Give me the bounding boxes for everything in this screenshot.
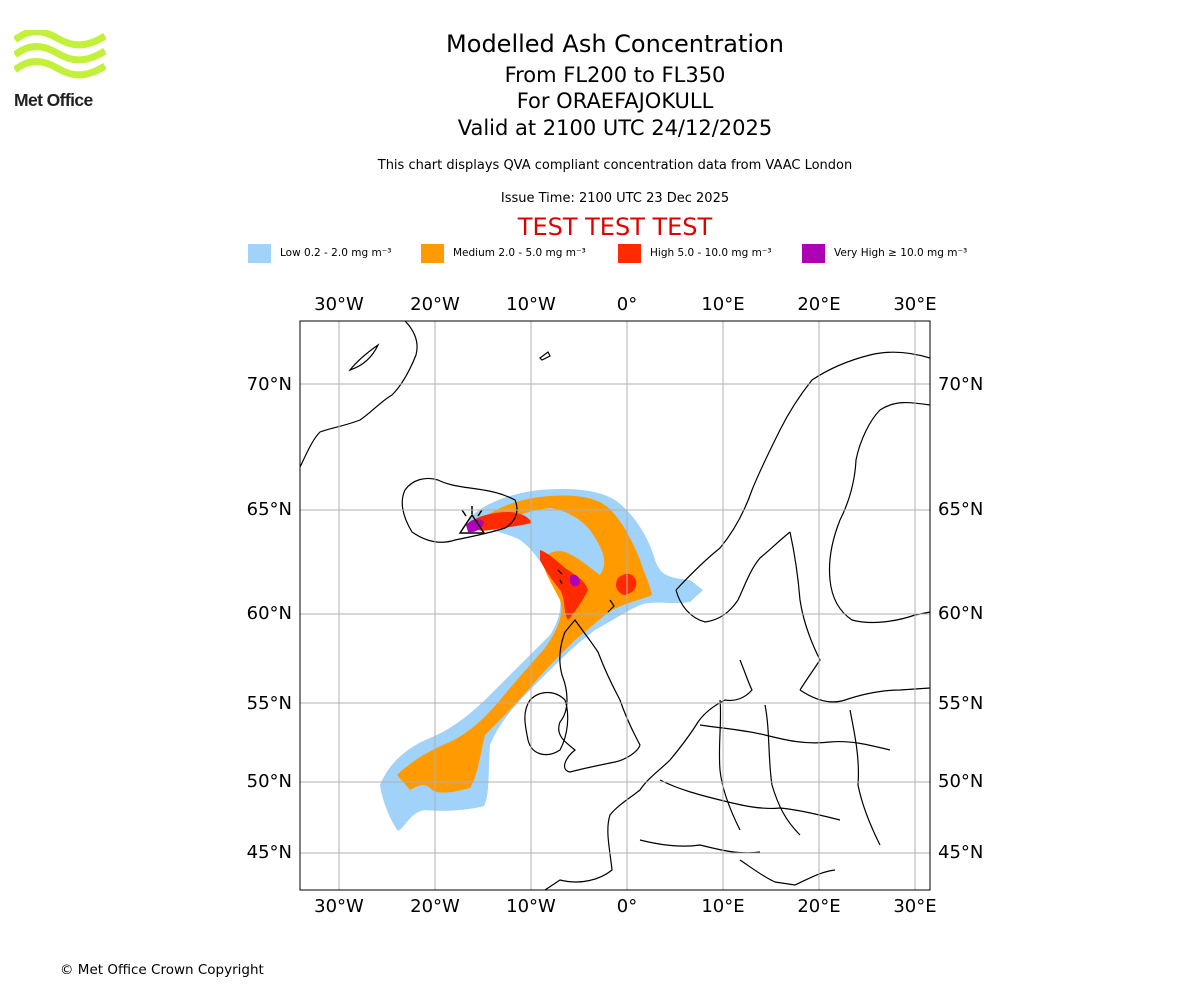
coastlines xyxy=(300,321,930,890)
concentration-legend: Low 0.2 - 2.0 mg m⁻³ Medium 2.0 - 5.0 mg… xyxy=(0,243,1200,265)
lon-tick-bottom: 20°W xyxy=(410,896,460,917)
lat-tick-left: 70°N xyxy=(247,374,292,395)
met-office-wordmark: Met Office xyxy=(14,90,93,110)
ash-high-area xyxy=(470,512,637,620)
lat-tick-left: 60°N xyxy=(247,603,292,624)
lat-tick-left: 50°N xyxy=(247,771,292,792)
legend-item-very-high: Very High ≥ 10.0 mg m⁻³ xyxy=(802,243,967,263)
legend-item-medium: Medium 2.0 - 5.0 mg m⁻³ xyxy=(421,243,586,263)
lat-tick-left: 65°N xyxy=(247,499,292,520)
legend-label-high: High 5.0 - 10.0 mg m⁻³ xyxy=(650,247,772,259)
lon-labels-top: 30°W 20°W 10°W 0° 10°E 20°E 30°E xyxy=(314,294,936,315)
map-frame xyxy=(299,320,931,891)
ash-medium-area xyxy=(397,495,652,793)
ash-very-high-area xyxy=(466,519,580,587)
chart-description: This chart displays QVA compliant concen… xyxy=(377,158,853,173)
legend-label-very-high: Very High ≥ 10.0 mg m⁻³ xyxy=(834,247,968,259)
chart-title: Modelled Ash Concentration xyxy=(446,30,784,58)
flight-level-range: From FL200 to FL350 xyxy=(504,63,726,87)
legend-label-low: Low 0.2 - 2.0 mg m⁻³ xyxy=(280,247,392,259)
valid-time: Valid at 2100 UTC 24/12/2025 xyxy=(457,116,773,140)
lat-tick-right: 70°N xyxy=(938,374,983,395)
copyright-notice: © Met Office Crown Copyright xyxy=(60,962,264,978)
volcano-icon xyxy=(458,506,486,534)
lat-labels-left: 70°N 65°N 60°N 55°N 50°N 45°N xyxy=(247,374,292,863)
met-office-logo: Met Office xyxy=(12,28,114,112)
lat-tick-right: 50°N xyxy=(938,771,983,792)
graticule xyxy=(300,321,930,890)
lon-tick-bottom: 20°E xyxy=(797,896,840,917)
lon-tick-top: 30°W xyxy=(314,294,364,315)
low-swatch xyxy=(248,243,271,263)
lon-tick-top: 20°E xyxy=(797,294,840,315)
high-swatch xyxy=(618,243,641,263)
volcano-name: For ORAEFAJOKULL xyxy=(516,89,714,113)
medium-swatch xyxy=(421,243,444,263)
lon-tick-top: 0° xyxy=(617,294,637,315)
lat-tick-right: 65°N xyxy=(938,499,983,520)
lon-tick-top: 30°E xyxy=(893,294,936,315)
lon-tick-top: 10°E xyxy=(701,294,744,315)
lon-labels-bottom: 30°W 20°W 10°W 0° 10°E 20°E 30°E xyxy=(314,896,936,917)
legend-item-low: Low 0.2 - 2.0 mg m⁻³ xyxy=(248,243,391,263)
lat-tick-left: 55°N xyxy=(247,693,292,714)
lon-tick-top: 10°W xyxy=(506,294,556,315)
lon-tick-bottom: 10°E xyxy=(701,896,744,917)
legend-label-medium: Medium 2.0 - 5.0 mg m⁻³ xyxy=(453,247,586,259)
lon-tick-bottom: 10°W xyxy=(506,896,556,917)
lat-tick-right: 60°N xyxy=(938,603,983,624)
lon-tick-bottom: 0° xyxy=(617,896,637,917)
met-office-waves-icon xyxy=(12,28,107,79)
test-banner: TEST TEST TEST xyxy=(517,213,713,241)
lon-tick-bottom: 30°W xyxy=(314,896,364,917)
very-high-swatch xyxy=(802,243,825,263)
issue-time: Issue Time: 2100 UTC 23 Dec 2025 xyxy=(500,191,730,206)
lat-tick-left: 45°N xyxy=(247,842,292,863)
lat-tick-right: 55°N xyxy=(938,693,983,714)
lat-labels-right: 70°N 65°N 60°N 55°N 50°N 45°N xyxy=(938,374,983,863)
lon-tick-top: 20°W xyxy=(410,294,460,315)
lon-tick-bottom: 30°E xyxy=(893,896,936,917)
legend-item-high: High 5.0 - 10.0 mg m⁻³ xyxy=(618,243,772,263)
lat-tick-right: 45°N xyxy=(938,842,983,863)
